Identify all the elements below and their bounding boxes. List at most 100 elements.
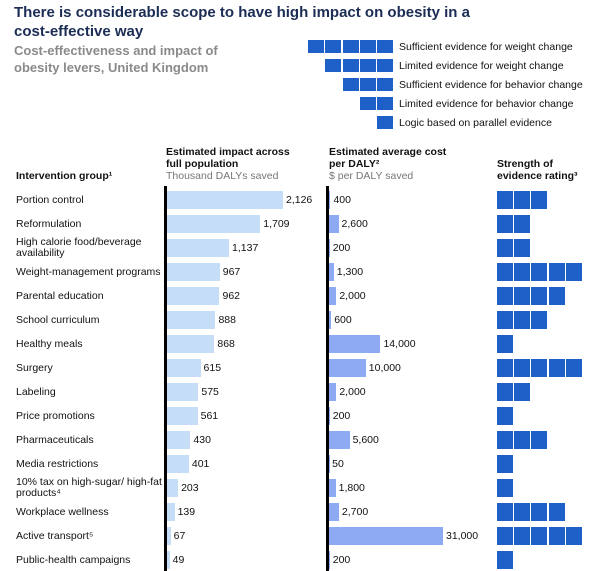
evidence-block bbox=[531, 359, 548, 377]
category-label: 10% tax on high-sugar/ high-fat products… bbox=[16, 476, 162, 499]
value-label: 401 bbox=[191, 458, 210, 470]
evidence-rating bbox=[497, 479, 514, 497]
bar bbox=[167, 383, 199, 401]
bar bbox=[167, 239, 230, 257]
category-label: Public-health campaigns bbox=[16, 553, 131, 566]
evidence-block bbox=[531, 191, 548, 209]
legend-label: Logic based on parallel evidence bbox=[399, 117, 552, 129]
bar bbox=[167, 431, 191, 449]
evidence-block bbox=[514, 311, 531, 329]
category-label: Price promotions bbox=[16, 409, 95, 422]
legend-label: Limited evidence for behavior change bbox=[399, 98, 574, 110]
bar bbox=[167, 527, 171, 545]
evidence-block bbox=[565, 263, 582, 281]
value-label: 10,000 bbox=[368, 362, 401, 374]
bar bbox=[329, 551, 330, 569]
evidence-block bbox=[497, 503, 513, 521]
bar bbox=[329, 503, 339, 521]
category-label: Surgery bbox=[16, 361, 53, 374]
evidence-block bbox=[514, 287, 531, 305]
evidence-rating bbox=[497, 431, 549, 449]
series-header: Estimated impact across full population bbox=[166, 146, 290, 170]
legend-swatch bbox=[342, 78, 393, 91]
value-label: 2,700 bbox=[341, 506, 369, 518]
legend-block bbox=[359, 59, 376, 72]
evidence-block bbox=[531, 263, 548, 281]
legend-block bbox=[376, 40, 393, 53]
evidence-block bbox=[548, 287, 565, 305]
evidence-block bbox=[514, 431, 531, 449]
bar bbox=[329, 215, 339, 233]
legend-block bbox=[342, 40, 359, 53]
series-header: Estimated average cost per DALY² bbox=[329, 146, 447, 170]
evidence-block bbox=[497, 527, 513, 545]
bar bbox=[167, 551, 170, 569]
evidence-rating bbox=[497, 455, 514, 473]
evidence-block bbox=[497, 287, 513, 305]
bar bbox=[329, 335, 381, 353]
bar bbox=[167, 215, 261, 233]
value-label: 5,600 bbox=[352, 434, 379, 446]
legend-block bbox=[325, 40, 342, 53]
evidence-rating bbox=[497, 359, 583, 377]
evidence-rating bbox=[497, 287, 566, 305]
evidence-block bbox=[514, 191, 531, 209]
value-label: 2,126 bbox=[286, 194, 313, 206]
evidence-block bbox=[531, 503, 548, 521]
evidence-block bbox=[565, 359, 582, 377]
evidence-block bbox=[531, 287, 548, 305]
evidence-rating bbox=[497, 335, 514, 353]
category-label: Portion control bbox=[16, 193, 84, 206]
bar bbox=[329, 263, 334, 281]
evidence-block bbox=[497, 191, 513, 209]
evidence-block bbox=[514, 215, 531, 233]
evidence-rating bbox=[497, 407, 514, 425]
bar bbox=[167, 335, 215, 353]
evidence-block bbox=[497, 335, 513, 353]
bar bbox=[167, 287, 220, 305]
value-label: 868 bbox=[217, 338, 235, 350]
value-label: 600 bbox=[334, 314, 352, 326]
legend-block bbox=[359, 40, 376, 53]
legend-block bbox=[376, 97, 393, 110]
bar bbox=[329, 311, 332, 329]
value-label: 200 bbox=[332, 410, 351, 422]
value-label: 1,709 bbox=[263, 218, 290, 230]
evidence-block bbox=[497, 359, 513, 377]
legend-block bbox=[359, 97, 376, 110]
evidence-block bbox=[497, 311, 513, 329]
evidence-block bbox=[514, 527, 531, 545]
category-label: Pharmaceuticals bbox=[16, 433, 94, 446]
evidence-rating bbox=[497, 527, 583, 545]
bar bbox=[329, 431, 350, 449]
value-label: 203 bbox=[181, 482, 199, 494]
bar bbox=[329, 191, 331, 209]
value-label: 2,000 bbox=[339, 386, 366, 398]
legend-label: Sufficient evidence for behavior change bbox=[399, 79, 583, 91]
legend-label: Limited evidence for weight change bbox=[399, 60, 564, 72]
legend-block bbox=[376, 59, 393, 72]
value-label: 1,300 bbox=[336, 266, 364, 278]
category-header: Intervention group¹ bbox=[16, 170, 113, 182]
value-label: 1,137 bbox=[232, 242, 259, 254]
bar bbox=[329, 383, 337, 401]
category-label: Media restrictions bbox=[16, 457, 99, 470]
category-label: Parental education bbox=[16, 289, 104, 302]
bar bbox=[329, 287, 337, 305]
value-label: 200 bbox=[332, 554, 351, 566]
category-label: Workplace wellness bbox=[16, 505, 109, 518]
evidence-block bbox=[514, 239, 531, 257]
value-label: 888 bbox=[218, 314, 236, 326]
legend-block bbox=[308, 40, 325, 53]
evidence-block bbox=[548, 527, 565, 545]
value-label: 49 bbox=[172, 554, 185, 566]
bar bbox=[167, 311, 216, 329]
evidence-rating bbox=[497, 503, 566, 521]
value-label: 2,000 bbox=[339, 290, 366, 302]
category-label: Weight-management programs bbox=[16, 265, 161, 278]
evidence-block bbox=[497, 263, 513, 281]
chart-title: There is considerable scope to have high… bbox=[14, 4, 470, 40]
evidence-block bbox=[531, 431, 548, 449]
evidence-block bbox=[514, 503, 531, 521]
evidence-block bbox=[497, 239, 513, 257]
